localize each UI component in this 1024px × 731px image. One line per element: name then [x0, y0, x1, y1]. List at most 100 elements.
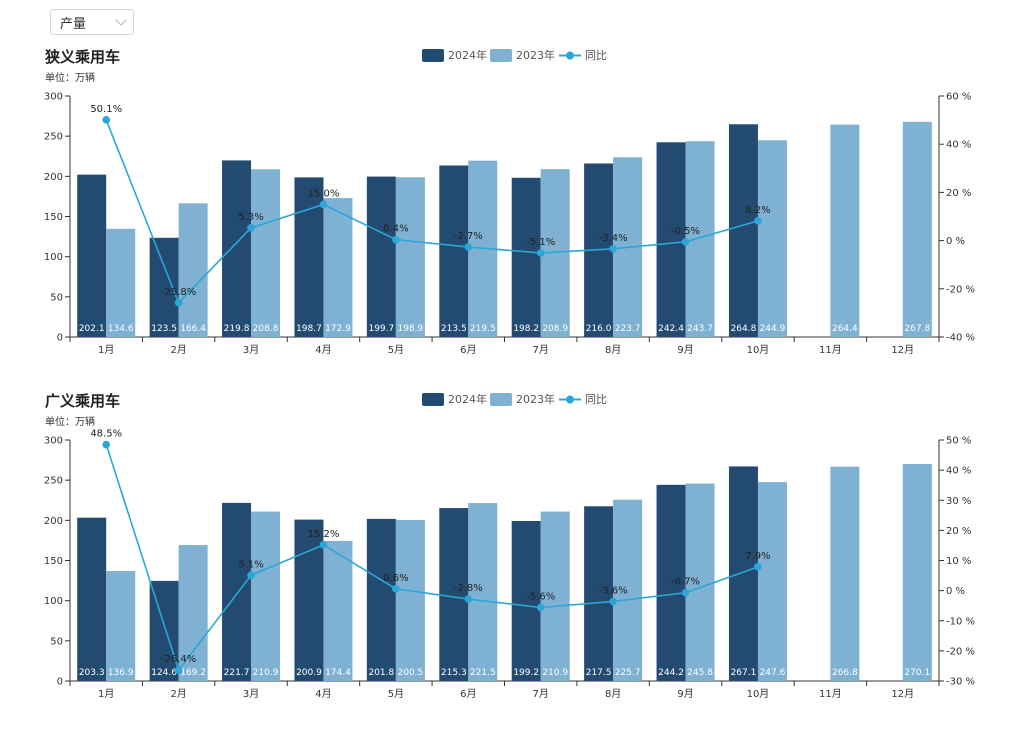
legend-label-2023: 2023年 — [516, 392, 555, 406]
yoy-line — [105, 444, 759, 672]
yoy-line — [105, 119, 759, 305]
chart-legend: 2024年 2023年 同比 — [422, 48, 607, 62]
bar-label-2023: 270.1 — [904, 668, 930, 678]
bar-2023 — [323, 540, 353, 681]
bar-label-2023: 225.7 — [615, 668, 641, 678]
bar-label-2023: 267.8 — [904, 324, 930, 334]
bar-2024 — [511, 177, 541, 337]
bar-2024 — [439, 165, 469, 337]
y-tick-label: 200 — [44, 172, 63, 183]
legend-marker-yoy — [566, 51, 574, 60]
y2-tick-label: 20 % — [946, 526, 971, 537]
bar-2024 — [728, 466, 758, 681]
x-tick-label: 8月 — [605, 688, 621, 700]
yoy-point — [319, 541, 328, 549]
y-tick-label: 100 — [44, 252, 63, 263]
y2-tick-label: 40 % — [946, 140, 971, 151]
y-tick-label: 150 — [44, 212, 63, 223]
unit-label: 单位：万辆 — [45, 415, 95, 428]
legend-label-2023: 2023年 — [516, 48, 555, 62]
yoy-label: -3.6% — [599, 585, 628, 596]
yoy-point — [392, 235, 400, 244]
bar-2024 — [728, 124, 758, 337]
x-tick-label: 12月 — [891, 688, 914, 700]
bar-label-2023: 166.4 — [180, 324, 206, 334]
bar-2023 — [395, 519, 425, 681]
yoy-label: 7.9% — [745, 551, 770, 562]
yoy-label: 50.1% — [90, 104, 122, 115]
x-tick-label: 4月 — [315, 344, 331, 356]
x-tick-label: 7月 — [533, 344, 549, 356]
bar-label-2023: 221.5 — [470, 668, 496, 678]
yoy-point — [247, 224, 255, 232]
bar-label-2023: 136.9 — [108, 668, 134, 678]
yoy-point — [392, 585, 400, 593]
bar-2023 — [395, 177, 425, 337]
bar-2023 — [830, 466, 860, 681]
yoy-point — [609, 244, 617, 253]
yoy-point — [102, 440, 111, 449]
bar-2024 — [294, 519, 324, 681]
yoy-point — [102, 116, 111, 124]
bar-label-2023: 198.9 — [397, 324, 423, 334]
yoy-label: 0.6% — [383, 573, 408, 584]
bar-2023 — [468, 503, 498, 681]
bar-2023 — [178, 203, 208, 337]
y-tick-label: 50 — [50, 636, 63, 647]
bar-label-2024: 242.4 — [658, 324, 684, 334]
bar-2023 — [757, 140, 787, 337]
x-tick-label: 9月 — [677, 344, 693, 356]
legend-swatch-2024 — [422, 393, 444, 406]
y2-tick-label: -30 % — [946, 677, 975, 688]
y-tick-label: 200 — [44, 516, 63, 527]
bar-2023 — [902, 464, 932, 681]
bar-2023 — [323, 198, 353, 337]
bar-label-2023: 169.2 — [180, 668, 206, 678]
bar-label-2024: 124.6 — [151, 668, 177, 678]
y2-tick-label: 60 % — [946, 92, 971, 103]
bar-label-2024: 216.0 — [586, 324, 612, 334]
y-tick-label: 300 — [44, 436, 63, 447]
bar-label-2024: 198.2 — [513, 324, 539, 334]
bar-label-2024: 123.5 — [151, 324, 177, 334]
bar-2023 — [106, 228, 136, 337]
bar-2024 — [77, 174, 107, 337]
y-tick-label: 0 — [57, 677, 63, 688]
bar-2024 — [294, 177, 324, 337]
bar-2024 — [149, 237, 179, 337]
bar-label-2023: 210.9 — [542, 668, 568, 678]
yoy-label: 0.4% — [383, 224, 408, 235]
bar-label-2024: 199.7 — [368, 324, 394, 334]
yoy-label: -26.4% — [161, 654, 196, 665]
y-tick-label: 150 — [44, 556, 63, 567]
bar-label-2024: 198.7 — [296, 324, 322, 334]
bar-label-2024: 203.3 — [79, 668, 105, 678]
x-tick-label: 10月 — [747, 688, 770, 700]
y2-tick-label: -20 % — [946, 284, 975, 295]
bar-label-2024: 215.3 — [441, 668, 467, 678]
bar-label-2023: 223.7 — [615, 324, 641, 334]
x-tick-label: 2月 — [170, 688, 186, 700]
y2-tick-label: -20 % — [946, 646, 975, 657]
yoy-point — [681, 238, 690, 246]
y-tick-label: 100 — [44, 596, 63, 607]
y2-tick-label: 40 % — [946, 466, 971, 477]
x-tick-label: 12月 — [891, 344, 914, 356]
bar-label-2023: 210.9 — [253, 668, 279, 678]
y-tick-label: 250 — [44, 476, 63, 487]
yoy-point — [247, 571, 255, 580]
bar-2024 — [511, 520, 541, 681]
y2-tick-label: 0 % — [946, 586, 965, 597]
x-tick-label: 7月 — [533, 688, 549, 700]
bar-label-2024: 199.2 — [513, 668, 539, 678]
bar-label-2024: 217.5 — [586, 668, 612, 678]
legend-label-2024: 2024年 — [448, 48, 487, 62]
y-tick-label: 300 — [44, 92, 63, 103]
bar-label-2024: 200.9 — [296, 668, 322, 678]
y-tick-label: 250 — [44, 132, 63, 143]
bar-2024 — [222, 160, 252, 337]
x-tick-label: 10月 — [747, 344, 770, 356]
product-filter-dropdown[interactable]: 产量 — [50, 9, 134, 35]
bar-2023 — [685, 483, 715, 681]
dropdown-selected-label: 产量 — [60, 16, 87, 32]
